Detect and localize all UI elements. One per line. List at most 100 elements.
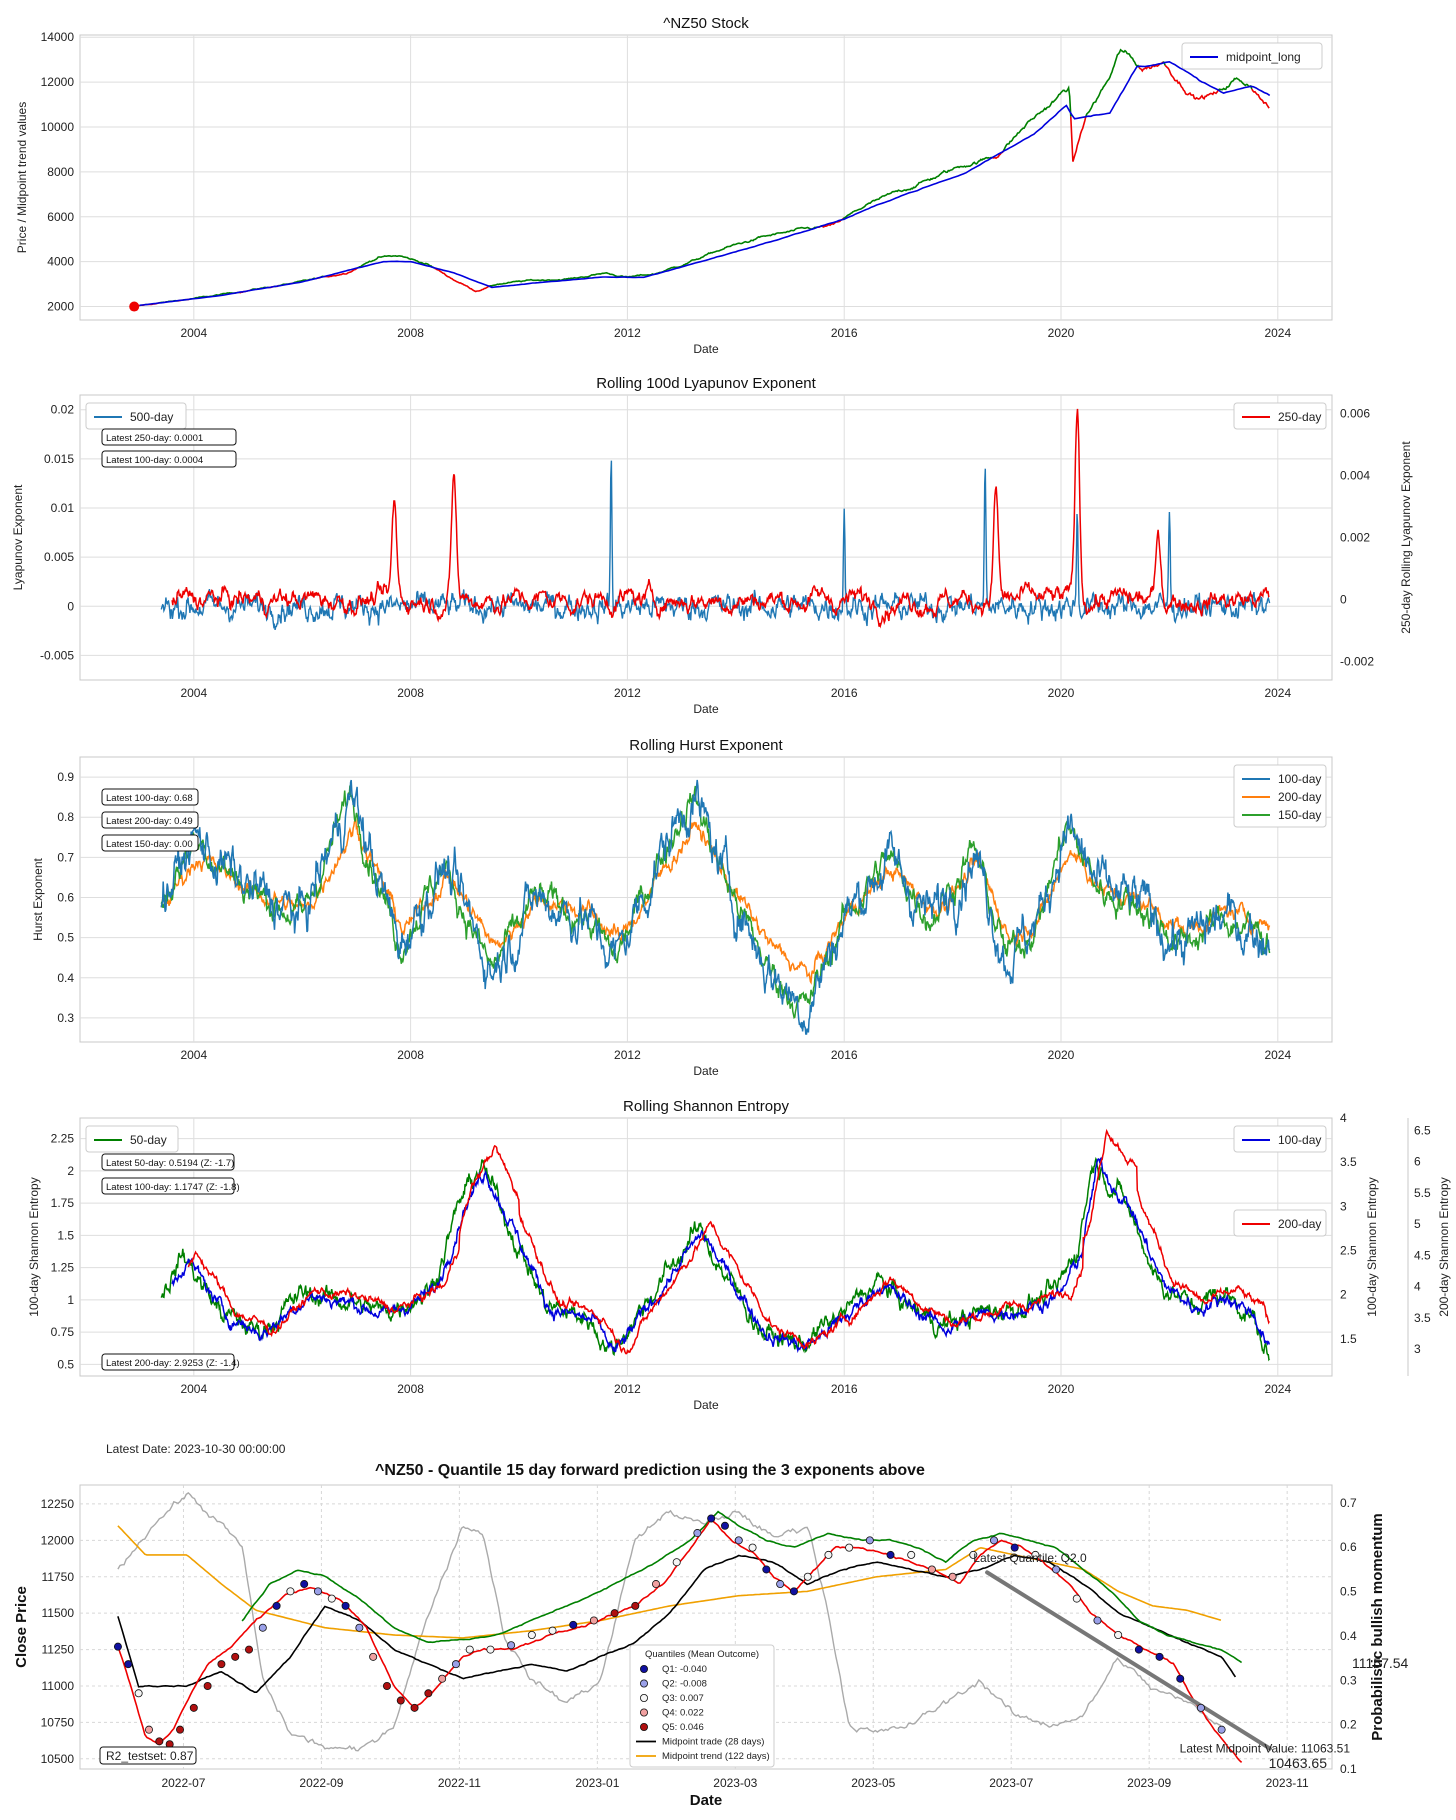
x-tick-label: 2020 bbox=[1048, 686, 1075, 700]
y-right-tick-label: 0.3 bbox=[1340, 1673, 1357, 1687]
quantile-marker bbox=[1093, 1616, 1102, 1625]
y-right-tick-label: -0.002 bbox=[1340, 654, 1374, 668]
legend-label: 250-day bbox=[1278, 410, 1321, 424]
y-tick-label: 1.75 bbox=[51, 1196, 75, 1210]
x-tick-label: 2020 bbox=[1048, 1048, 1075, 1062]
price-line-segment bbox=[1070, 115, 1087, 162]
annotation-text: Latest 100-day: 1.1747 (Z: -1.8) bbox=[106, 1182, 240, 1193]
annotation-box bbox=[101, 428, 237, 446]
quantile-marker bbox=[144, 1725, 153, 1734]
quantile-marker bbox=[569, 1620, 578, 1629]
y-right2-tick-label: 5.5 bbox=[1414, 1186, 1431, 1200]
quantile-marker bbox=[217, 1660, 226, 1669]
r2-label: R2_testset: 0.87 bbox=[106, 1749, 194, 1763]
quantile-marker bbox=[189, 1703, 198, 1712]
quantile-marker bbox=[824, 1550, 833, 1559]
legend-label: Midpoint trend (122 days) bbox=[662, 1751, 770, 1762]
quantile-marker bbox=[1155, 1652, 1164, 1661]
legend-marker bbox=[640, 1679, 649, 1688]
quantile-marker bbox=[527, 1631, 536, 1640]
quantile-marker bbox=[845, 1543, 854, 1552]
x-tick-label: 2012 bbox=[614, 1382, 641, 1396]
x-axis-label: Date bbox=[693, 342, 719, 356]
quantile-marker bbox=[589, 1616, 598, 1625]
y-tick-label: 0.5 bbox=[57, 1357, 74, 1371]
quantile-marker bbox=[134, 1689, 143, 1698]
quantile-marker bbox=[300, 1580, 309, 1589]
quantile-marker bbox=[865, 1536, 874, 1545]
y-tick-label: 11000 bbox=[42, 1679, 75, 1693]
y-tick-label: 12250 bbox=[41, 1497, 75, 1511]
y-right-axis-label: 250-day Rolling Lyapunov Exponent bbox=[1399, 441, 1413, 634]
quantile-marker bbox=[907, 1550, 916, 1559]
entropy-50-line bbox=[160, 1156, 1271, 1362]
legend-box bbox=[1233, 764, 1327, 828]
quantile-marker bbox=[720, 1521, 729, 1530]
x-tick-label: 2023-01 bbox=[575, 1776, 619, 1790]
entropy-200-line bbox=[187, 1128, 1270, 1355]
midpoint-trade-line bbox=[117, 1554, 1237, 1693]
quantile-marker bbox=[486, 1645, 495, 1654]
annotation-box bbox=[101, 811, 199, 829]
quantile-marker bbox=[451, 1660, 460, 1669]
x-tick-label: 2023-05 bbox=[851, 1776, 895, 1790]
y-right-tick-label: 3.5 bbox=[1340, 1155, 1357, 1169]
quantile-marker bbox=[341, 1601, 350, 1610]
annotation-box bbox=[101, 834, 199, 852]
quantile-marker bbox=[327, 1594, 336, 1603]
y-tick-label: 2 bbox=[67, 1164, 74, 1178]
legend-marker bbox=[640, 1708, 649, 1717]
quantile-marker bbox=[410, 1703, 419, 1712]
quantile-marker bbox=[1176, 1674, 1185, 1683]
legend-label: 200-day bbox=[1278, 1217, 1321, 1231]
quantile-marker bbox=[113, 1642, 122, 1651]
quantile-marker bbox=[286, 1587, 295, 1596]
y-right2-tick-label: 3.5 bbox=[1414, 1311, 1431, 1325]
y-right2-tick-label: 6.5 bbox=[1414, 1123, 1431, 1137]
quantile-marker bbox=[355, 1623, 364, 1632]
latest-midpoint-label: Latest Midpoint Value: 11063.51 bbox=[1180, 1741, 1351, 1755]
y-right-axis-label: Probabilistic bullish momentum bbox=[1369, 1513, 1386, 1741]
y-tick-label: 0.02 bbox=[51, 403, 75, 417]
y-right2-tick-label: 4 bbox=[1414, 1280, 1421, 1294]
legend-label: Q1: -0.040 bbox=[662, 1664, 707, 1675]
quantile-marker bbox=[176, 1725, 185, 1734]
latest-date-label: Latest Date: 2023-10-30 00:00:00 bbox=[106, 1442, 286, 1456]
y-tick-label: 0.6 bbox=[57, 890, 74, 904]
legend-label: Q2: -0.008 bbox=[662, 1679, 707, 1690]
x-tick-label: 2020 bbox=[1048, 1382, 1075, 1396]
chart-3: 2004 2008 2012 2016 2020 2024 0.5 0.75 1 1.25 1.5 1… bbox=[27, 1098, 1451, 1412]
legend-marker bbox=[640, 1694, 649, 1703]
y-tick-label: 2000 bbox=[47, 300, 74, 314]
legend-box bbox=[1233, 402, 1327, 430]
y-tick-label: 14000 bbox=[41, 30, 75, 44]
quantile-marker bbox=[1196, 1703, 1205, 1712]
y-tick-label: 10500 bbox=[41, 1752, 75, 1766]
chart-title: Rolling 100d Lyapunov Exponent bbox=[596, 375, 816, 392]
legend-label: 200-day bbox=[1278, 790, 1321, 804]
quantile-marker bbox=[465, 1645, 474, 1654]
annotation-text: Latest 250-day: 0.0001 bbox=[106, 433, 203, 444]
legend-box bbox=[1233, 1125, 1327, 1153]
quantile-marker bbox=[203, 1681, 212, 1690]
x-tick-label: 2008 bbox=[397, 1048, 424, 1062]
legend-label: Q3: 0.007 bbox=[662, 1693, 704, 1704]
y-axis-label: Hurst Exponent bbox=[31, 857, 45, 940]
y-tick-label: 0.3 bbox=[57, 1011, 74, 1025]
midpoint-long-line bbox=[139, 60, 1271, 307]
price-line-segment bbox=[1138, 61, 1164, 73]
legend-box bbox=[85, 1125, 179, 1153]
quantile-marker bbox=[382, 1681, 391, 1690]
x-tick-label: 2022-11 bbox=[438, 1776, 481, 1790]
quantile-marker bbox=[1134, 1645, 1143, 1654]
y-tick-label: -0.005 bbox=[40, 648, 74, 662]
x-tick-label: 2020 bbox=[1048, 326, 1075, 340]
quantile-marker bbox=[886, 1550, 895, 1559]
x-tick-label: 2023-03 bbox=[713, 1776, 757, 1790]
x-tick-label: 2016 bbox=[831, 326, 858, 340]
y-right-tick-label: 2.5 bbox=[1340, 1244, 1357, 1258]
price-line-segment bbox=[1217, 77, 1253, 91]
y-right-tick-label: 1.5 bbox=[1340, 1332, 1357, 1346]
y-tick-label: 0.4 bbox=[57, 971, 74, 985]
quantile-marker bbox=[313, 1587, 322, 1596]
